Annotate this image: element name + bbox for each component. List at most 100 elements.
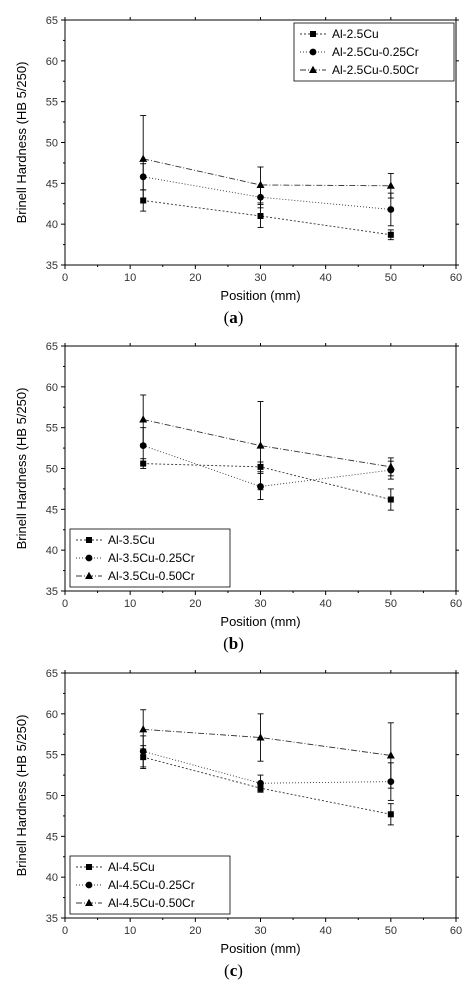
- y-tick-label: 60: [46, 382, 58, 394]
- y-tick-label: 45: [46, 178, 58, 190]
- series-al-4-5cu-0-50cr: [139, 709, 395, 789]
- series-line: [143, 728, 391, 756]
- series-line: [143, 176, 391, 210]
- legend-label: Al-4.5Cu: [108, 860, 155, 874]
- y-tick-label: 35: [46, 586, 58, 598]
- x-tick-label: 50: [385, 925, 397, 937]
- legend-marker: [85, 571, 93, 579]
- data-point: [387, 231, 394, 238]
- x-tick-label: 50: [385, 598, 397, 610]
- y-tick-label: 60: [46, 709, 58, 721]
- legend-marker: [86, 864, 92, 870]
- data-point: [387, 206, 395, 213]
- x-axis-title: Position (mm): [220, 941, 300, 956]
- legend-marker: [309, 48, 317, 56]
- x-axis-title: Position (mm): [220, 614, 300, 629]
- data-point: [387, 811, 394, 818]
- y-tick-label: 50: [46, 791, 58, 803]
- legend-box: [69, 855, 231, 915]
- legend-marker: [85, 554, 93, 562]
- series-line: [143, 158, 391, 187]
- series-al-2-5cu-0-50cr: [139, 115, 395, 204]
- x-tick-label: 30: [254, 598, 266, 610]
- legend-marker: [85, 881, 93, 889]
- legend-label: Al-4.5Cu-0.25Cr: [108, 878, 195, 892]
- data-point: [256, 180, 265, 188]
- x-tick-label: 60: [450, 925, 462, 937]
- x-tick-label: 10: [124, 598, 136, 610]
- x-tick-label: 50: [385, 272, 397, 284]
- legend-label: Al-3.5Cu: [108, 533, 155, 547]
- data-point: [386, 751, 395, 759]
- panel-caption: (a): [224, 308, 244, 327]
- x-tick-label: 10: [124, 272, 136, 284]
- legend-label: Al-2.5Cu: [332, 27, 379, 41]
- chart-panel-b: 0 10 20 30 40 50 60 35 40 45 50 55 60 65 Position (mm)…: [14, 341, 462, 653]
- x-axis-title: Position (mm): [220, 288, 300, 303]
- x-tick-label: 40: [320, 598, 332, 610]
- chart-panel-c: 0 10 20 30 40 50 60 35 40 45 50 55 60 65 Position (mm)…: [14, 668, 462, 980]
- chart-panel-a: 0 10 20 30 40 50 60 35 40 45 50 55 60 65 Position (mm)…: [14, 15, 462, 327]
- legend-label: Al-3.5Cu-0.25Cr: [108, 551, 195, 565]
- y-tick-label: 65: [46, 668, 58, 680]
- x-tick-label: 60: [450, 598, 462, 610]
- x-tick-label: 0: [62, 598, 68, 610]
- y-tick-label: 45: [46, 831, 58, 843]
- series-line: [143, 756, 391, 815]
- data-point: [386, 181, 395, 189]
- x-tick-label: 20: [189, 598, 201, 610]
- y-tick-label: 45: [46, 504, 58, 516]
- data-point: [139, 725, 148, 733]
- data-point: [256, 441, 265, 449]
- legend-marker: [310, 31, 316, 37]
- x-tick-label: 40: [320, 272, 332, 284]
- data-point: [139, 415, 148, 423]
- legend-marker: [309, 65, 317, 73]
- x-tick-label: 60: [450, 272, 462, 284]
- x-tick-label: 0: [62, 272, 68, 284]
- data-point: [256, 733, 265, 741]
- y-axis-title: Brinell Hardness (HB 5/250): [14, 388, 29, 550]
- y-tick-label: 65: [46, 341, 58, 353]
- y-tick-label: 55: [46, 423, 58, 435]
- series-al-4-5cu: [140, 745, 394, 826]
- series-al-2-5cu: [140, 189, 394, 241]
- data-point: [257, 213, 264, 219]
- legend-marker: [86, 537, 92, 543]
- y-tick-label: 55: [46, 750, 58, 762]
- data-point: [386, 462, 395, 470]
- legend: Al-2.5Cu Al-2.5Cu-0.25Cr Al-2.5Cu-0.50Cr: [293, 22, 455, 82]
- y-tick-label: 50: [46, 138, 58, 150]
- y-tick-label: 65: [46, 15, 58, 27]
- legend-box: [293, 22, 455, 82]
- y-tick-label: 35: [46, 913, 58, 925]
- x-tick-label: 20: [189, 925, 201, 937]
- legend-box: [69, 528, 231, 588]
- x-tick-label: 30: [254, 272, 266, 284]
- series-line: [143, 445, 391, 487]
- legend: Al-3.5Cu Al-3.5Cu-0.25Cr Al-3.5Cu-0.50Cr: [69, 528, 231, 588]
- series-line: [143, 750, 391, 784]
- data-point: [387, 496, 394, 503]
- y-tick-label: 40: [46, 545, 58, 557]
- x-tick-label: 40: [320, 925, 332, 937]
- panel-caption: (b): [223, 634, 244, 653]
- y-tick-label: 50: [46, 464, 58, 476]
- x-tick-label: 20: [189, 272, 201, 284]
- y-axis-title: Brinell Hardness (HB 5/250): [14, 62, 29, 224]
- legend: Al-4.5Cu Al-4.5Cu-0.25Cr Al-4.5Cu-0.50Cr: [69, 855, 231, 915]
- y-tick-label: 40: [46, 872, 58, 884]
- series-line: [143, 419, 391, 468]
- series-al-4-5cu-0-25cr: [139, 735, 395, 801]
- legend-marker: [85, 898, 93, 906]
- series-al-3-5cu: [140, 458, 394, 511]
- legend-label: Al-4.5Cu-0.50Cr: [108, 896, 195, 910]
- series-line: [143, 463, 391, 500]
- x-tick-label: 10: [124, 925, 136, 937]
- series-al-3-5cu-0-50cr: [139, 394, 395, 491]
- y-tick-label: 35: [46, 260, 58, 272]
- y-tick-label: 55: [46, 97, 58, 109]
- y-tick-label: 60: [46, 56, 58, 68]
- y-axis-title: Brinell Hardness (HB 5/250): [14, 715, 29, 877]
